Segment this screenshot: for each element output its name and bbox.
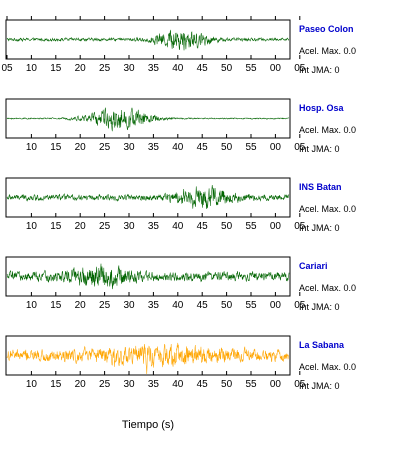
x-tick-label: 05 (294, 221, 306, 232)
x-tick-label: 55 (245, 142, 257, 153)
x-tick-label: 50 (221, 142, 233, 153)
x-tick-label: 15 (50, 142, 62, 153)
x-tick-label: 55 (245, 63, 257, 74)
x-tick-label: 40 (172, 63, 184, 74)
waveform-trace (6, 107, 290, 132)
jma-intensity-label: Int JMA: 0 (299, 223, 340, 233)
waveform-trace (6, 263, 290, 290)
trace-panel: 10 15 20 25 30 35 40 45 50 55 00 05 Hosp. Osa Acel. M… (5, 98, 356, 154)
x-tick-label: 30 (123, 221, 135, 232)
x-tick-label: 50 (221, 221, 233, 232)
x-tick-label: 00 (270, 300, 282, 311)
x-tick-label: 40 (172, 300, 184, 311)
station-name: Cariari (299, 261, 328, 271)
x-tick-label: 45 (197, 300, 209, 311)
x-tick-label: 15 (50, 63, 62, 74)
trace-panel: 10 15 20 25 30 35 40 45 50 55 00 05 INS Batan Acel. M… (5, 177, 356, 233)
x-tick-label: 45 (197, 63, 209, 74)
jma-intensity-label: Int JMA: 0 (299, 65, 340, 75)
jma-intensity-label: Int JMA: 0 (299, 381, 340, 391)
trace-panel: 10 15 20 25 30 35 40 45 50 55 00 05 Cariari Acel. Max… (5, 256, 356, 312)
x-tick-label: 20 (75, 379, 87, 390)
x-tick-label: 15 (50, 300, 62, 311)
station-name: La Sabana (299, 340, 345, 350)
x-tick-label: 25 (99, 221, 111, 232)
station-name: Paseo Colon (299, 24, 354, 34)
x-tick-label: 40 (172, 142, 184, 153)
x-tick-label: 05 (294, 63, 306, 74)
x-tick-label: 05 (294, 379, 306, 390)
x-tick-label: 35 (148, 379, 160, 390)
x-tick-label: 25 (99, 63, 111, 74)
x-tick-label: 45 (197, 142, 209, 153)
x-tick-label: 30 (123, 63, 135, 74)
jma-intensity-label: Int JMA: 0 (299, 302, 340, 312)
x-tick-label: 10 (26, 300, 38, 311)
x-tick-label: 05 (294, 142, 306, 153)
x-tick-label: 55 (245, 221, 257, 232)
max-acceleration-label: Acel. Max. 0.0 (299, 46, 356, 56)
waveform-trace (6, 185, 290, 210)
x-tick-label: 35 (148, 300, 160, 311)
x-tick-label: 40 (172, 221, 184, 232)
max-acceleration-label: Acel. Max. 0.0 (299, 204, 356, 214)
max-acceleration-label: Acel. Max. 0.0 (299, 362, 356, 372)
x-tick-label: 55 (245, 300, 257, 311)
x-tick-label: 20 (75, 142, 87, 153)
x-tick-label: 30 (123, 379, 135, 390)
max-acceleration-label: Acel. Max. 0.0 (299, 283, 356, 293)
x-tick-label: 40 (172, 379, 184, 390)
x-tick-label: 00 (270, 142, 282, 153)
x-tick-label: 10 (26, 379, 38, 390)
x-tick-label: 35 (148, 142, 160, 153)
x-tick-label: 30 (123, 300, 135, 311)
x-tick-label: 55 (245, 379, 257, 390)
x-tick-label: 50 (221, 63, 233, 74)
trace-panel: 10 15 20 25 30 35 40 45 50 55 00 05 La Sabana Acel. M… (5, 335, 356, 391)
x-tick-label: 25 (99, 300, 111, 311)
x-tick-label: 35 (148, 221, 160, 232)
x-tick-label: 45 (197, 379, 209, 390)
station-name: Hosp. Osa (299, 103, 345, 113)
x-tick-label: 20 (75, 221, 87, 232)
waveform-trace (6, 29, 290, 51)
waveform-trace (6, 342, 290, 375)
x-tick-label: 15 (50, 379, 62, 390)
x-tick-label: 10 (26, 142, 38, 153)
x-tick-label: 00 (270, 221, 282, 232)
x-tick-label: 30 (123, 142, 135, 153)
x-tick-label: 10 (26, 63, 38, 74)
x-tick-label: 00 (270, 379, 282, 390)
x-tick-label: 25 (99, 142, 111, 153)
x-tick-label: 35 (148, 63, 160, 74)
x-tick-label: 25 (99, 379, 111, 390)
jma-intensity-label: Int JMA: 0 (299, 144, 340, 154)
x-tick-label: 50 (221, 300, 233, 311)
x-tick-label: 50 (221, 379, 233, 390)
max-acceleration-label: Acel. Max. 0.0 (299, 125, 356, 135)
x-tick-label: 15 (50, 221, 62, 232)
panels-group: 05 10 15 20 25 30 35 40 45 50 55 00 05 Paseo Colon Ace… (1, 16, 356, 391)
x-tick-label: 20 (75, 300, 87, 311)
x-tick-label: 05 (294, 300, 306, 311)
x-tick-label: 20 (75, 63, 87, 74)
x-tick-label: 00 (270, 63, 282, 74)
x-tick-label: 10 (26, 221, 38, 232)
x-tick-label: 05 (1, 63, 13, 74)
trace-panel: 05 10 15 20 25 30 35 40 45 50 55 00 05 Paseo Colon Ace… (1, 16, 356, 75)
x-axis-label: Tiempo (s) (122, 419, 174, 431)
x-tick-label: 45 (197, 221, 209, 232)
station-name: INS Batan (299, 182, 342, 192)
